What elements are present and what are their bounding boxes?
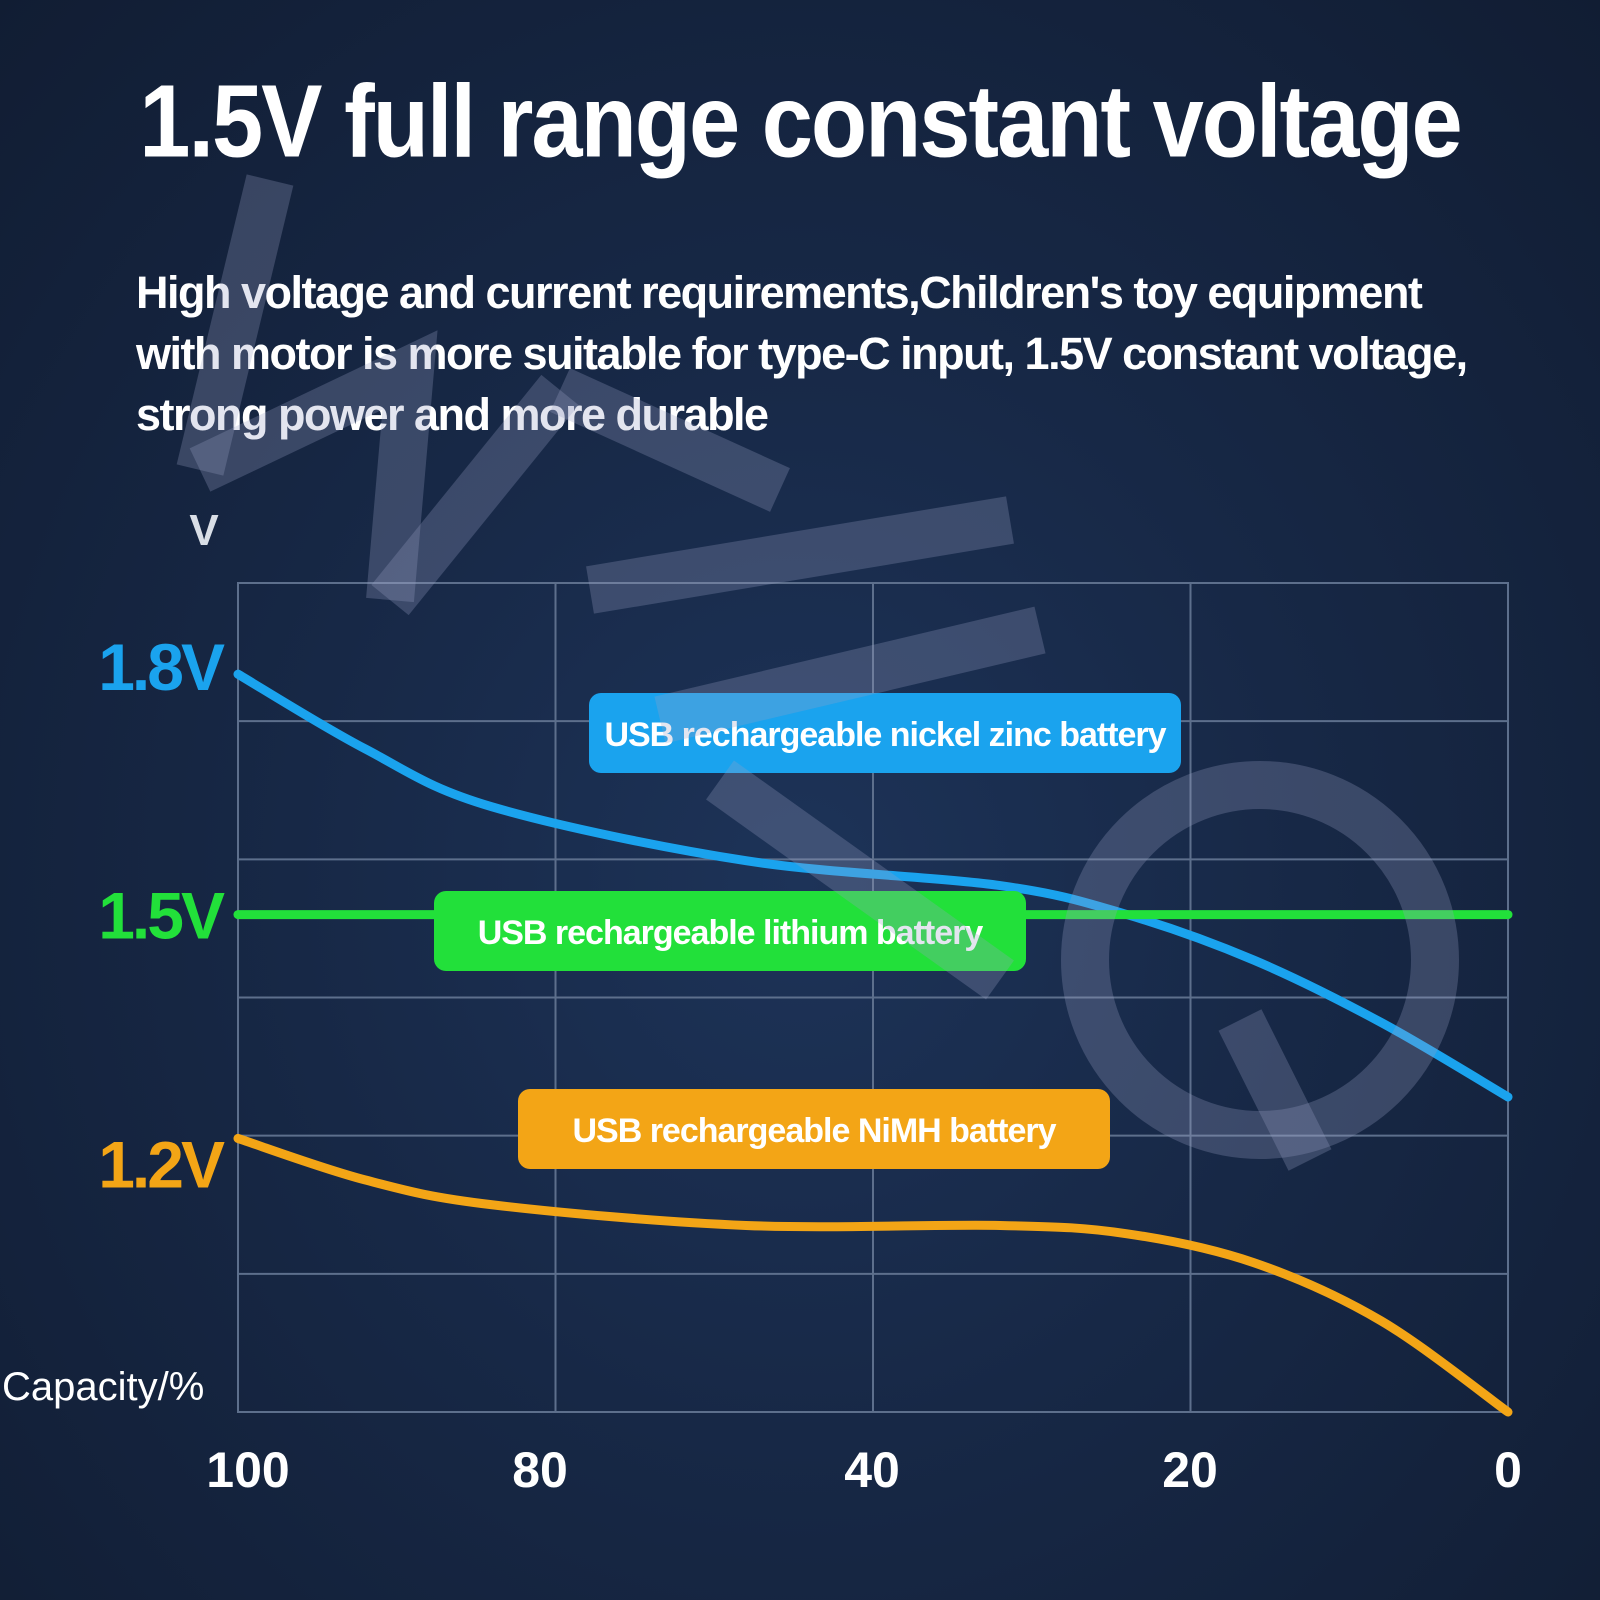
- y-tick-label: 1.8V: [98, 630, 225, 704]
- chart-subtitle: High voltage and current requirements,Ch…: [136, 267, 1468, 440]
- y-axis-label: V: [189, 506, 219, 555]
- x-tick-label: 0: [1494, 1442, 1522, 1498]
- label-nimh-box: [518, 1089, 1110, 1169]
- x-tick-label: 80: [512, 1442, 568, 1498]
- y-tick-labels: 1.8V 1.5V 1.2V: [98, 630, 228, 1201]
- y-tick-label: 1.5V: [98, 879, 225, 953]
- x-tick-labels: 100 80 40 20 0: [206, 1442, 1522, 1498]
- x-axis-label: Capacity/%: [2, 1365, 204, 1409]
- grid: [237, 582, 1509, 1413]
- series-line-nimh: [233, 1133, 1513, 1417]
- label-nimh-text: USB rechargeable NiMH battery: [572, 1112, 1056, 1150]
- y-tick-label: 1.2V: [98, 1127, 225, 1201]
- label-nickel-zinc-text: USB rechargeable nickel zinc battery: [604, 716, 1166, 754]
- series-labels: USB rechargeable nickel zinc battery USB …: [434, 693, 1181, 1169]
- series-line-nickel-zinc: [233, 669, 1513, 1102]
- label-lithium-box: [434, 891, 1026, 971]
- x-tick-label: 20: [1162, 1442, 1218, 1498]
- label-nickel-zinc-box: [589, 693, 1181, 773]
- x-tick-label: 100: [206, 1442, 289, 1498]
- x-tick-label: 40: [844, 1442, 900, 1498]
- chart-title: 1.5V full range constant voltage: [139, 64, 1462, 180]
- label-lithium-text: USB rechargeable lithium battery: [478, 914, 984, 952]
